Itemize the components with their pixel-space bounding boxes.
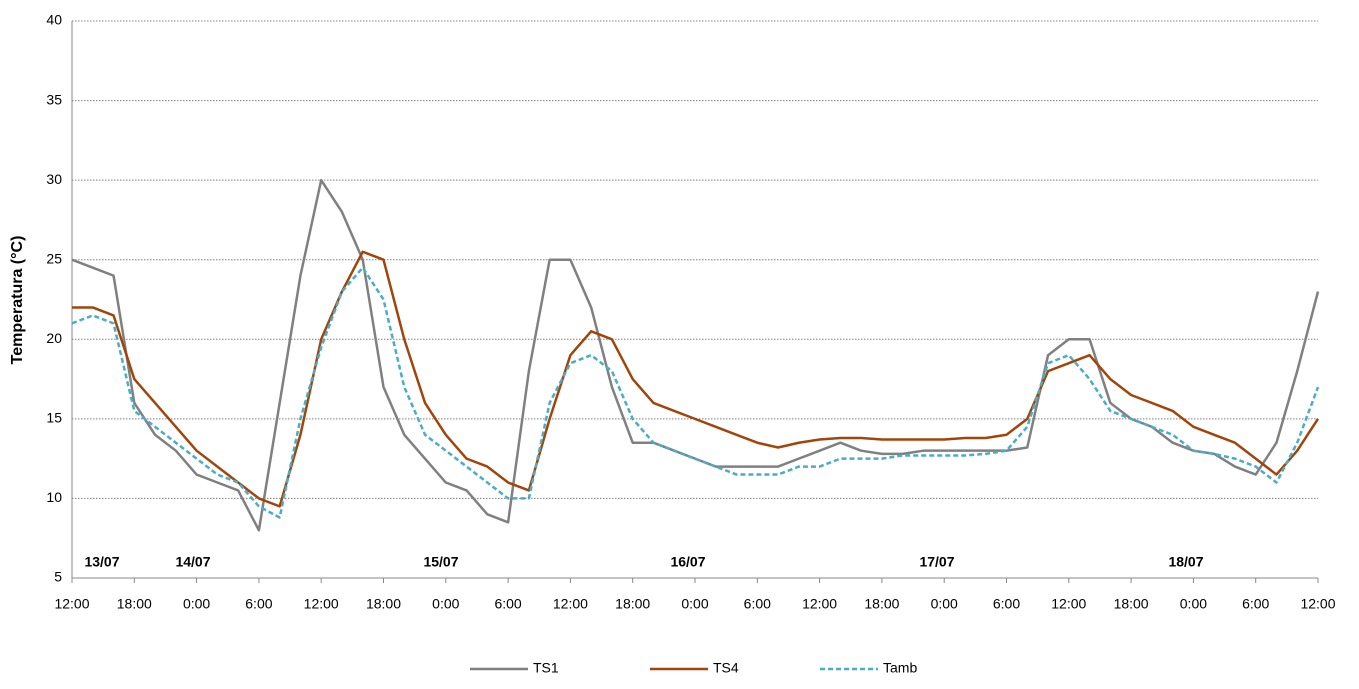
x-tick-label: 12:00: [304, 596, 339, 612]
day-label: 16/07: [670, 554, 705, 570]
legend-label: TS4: [713, 660, 739, 676]
x-tick-label: 6:00: [744, 596, 771, 612]
x-tick-label: 6:00: [993, 596, 1020, 612]
day-label: 13/07: [84, 554, 119, 570]
x-tick-label: 18:00: [366, 596, 401, 612]
y-tick-label: 5: [54, 569, 62, 585]
y-tick-label: 30: [46, 171, 62, 187]
day-label: 14/07: [175, 554, 210, 570]
y-tick-label: 35: [46, 91, 62, 107]
x-tick-label: 12:00: [1300, 596, 1335, 612]
y-tick-label: 40: [46, 12, 62, 28]
legend-label: TS1: [533, 660, 559, 676]
y-tick-label: 20: [46, 330, 62, 346]
day-label: 17/07: [919, 554, 954, 570]
x-tick-label: 0:00: [432, 596, 459, 612]
x-tick-label: 0:00: [931, 596, 958, 612]
day-label: 15/07: [423, 554, 458, 570]
x-tick-label: 12:00: [1051, 596, 1086, 612]
x-tick-label: 0:00: [1180, 596, 1207, 612]
x-tick-label: 0:00: [681, 596, 708, 612]
series-line: [71, 266, 1320, 519]
x-tick-label: 6:00: [245, 596, 272, 612]
day-label: 18/07: [1168, 554, 1203, 570]
x-tick-label: 12:00: [54, 596, 89, 612]
x-tick-label: 12:00: [802, 596, 837, 612]
y-tick-label: 25: [46, 250, 62, 266]
x-tick-label: 18:00: [1114, 596, 1149, 612]
series-line: [71, 178, 1320, 532]
y-axis-title: Temperatura (°C): [9, 236, 26, 365]
y-tick-label: 15: [46, 410, 62, 426]
x-tick-label: 18:00: [864, 596, 899, 612]
y-tick-label: 10: [46, 489, 62, 505]
x-tick-label: 12:00: [553, 596, 588, 612]
series-line: [72, 250, 1320, 508]
x-tick-label: 0:00: [183, 596, 210, 612]
x-tick-label: 18:00: [615, 596, 650, 612]
x-tick-label: 18:00: [117, 596, 152, 612]
x-tick-label: 6:00: [494, 596, 521, 612]
legend-label: Tamb: [883, 660, 917, 676]
x-tick-label: 6:00: [1242, 596, 1269, 612]
